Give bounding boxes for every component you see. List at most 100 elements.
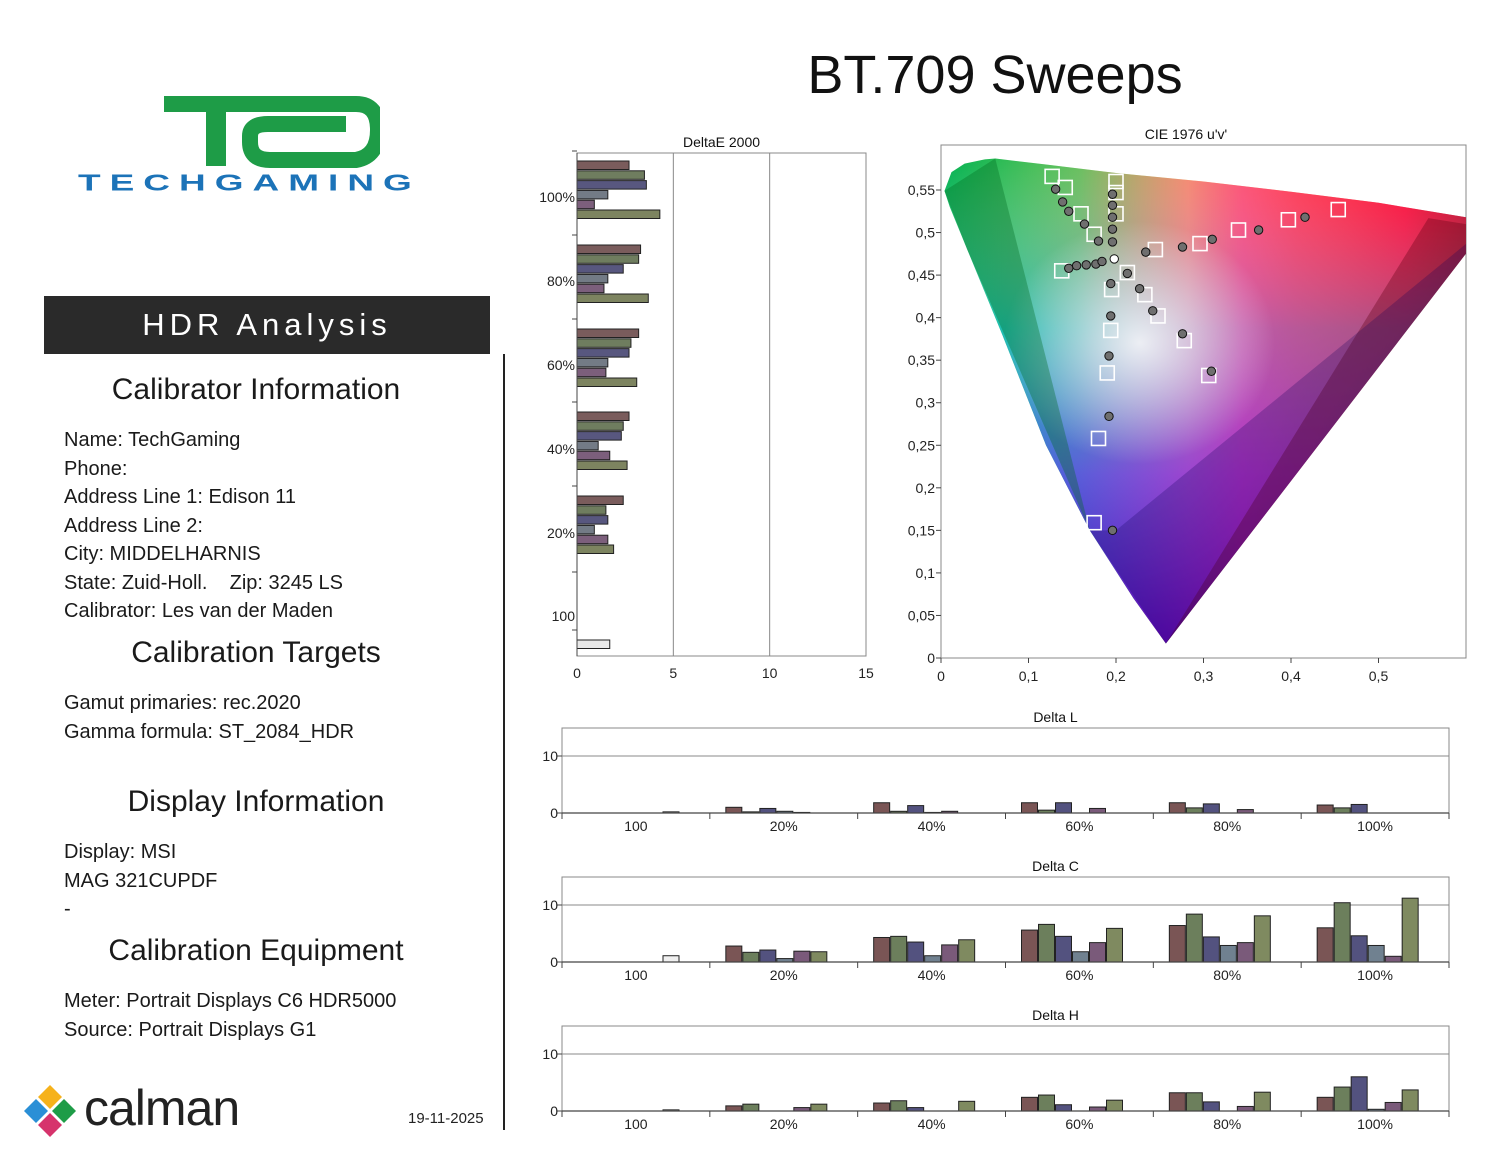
calibrator-heading: Calibrator Information xyxy=(111,373,401,406)
delta-bar xyxy=(1185,913,1203,963)
delta-bar xyxy=(1106,1099,1123,1112)
measured-point xyxy=(1107,200,1118,211)
measured-point xyxy=(1081,260,1091,270)
delta-bar xyxy=(1219,944,1237,963)
delta-bar xyxy=(1401,897,1419,963)
delta-bar xyxy=(1236,942,1254,963)
x-tick-label: 100% xyxy=(1357,818,1393,834)
deltae-bar xyxy=(576,170,645,180)
deltae-bar xyxy=(576,534,609,545)
delta-bar xyxy=(1253,1091,1271,1112)
gamut-shade-green xyxy=(944,158,1090,531)
deltae-bar xyxy=(576,273,609,284)
info-line: Display: MSI xyxy=(64,841,177,863)
y-tick-label: 40% xyxy=(547,441,575,457)
delta-bar xyxy=(1384,955,1402,963)
x-tick-label: 20% xyxy=(770,1116,798,1132)
delta-bar xyxy=(1055,802,1072,814)
target-square xyxy=(1108,173,1124,190)
x-tick-label: 15 xyxy=(858,665,874,681)
measured-point xyxy=(1064,263,1074,273)
x-tick-label: 0 xyxy=(937,668,945,684)
calibrator-info: Name: TechGaming Phone: Address Line 1: … xyxy=(64,426,343,626)
target-square xyxy=(1099,365,1116,381)
delta-bar xyxy=(924,955,942,963)
measured-point xyxy=(1107,212,1118,222)
delta-bar xyxy=(1168,925,1186,963)
chart-title: CIE 1976 u'v' xyxy=(1145,126,1227,142)
delta-bar xyxy=(1333,1086,1351,1112)
targets-info: Gamut primaries: rec.2020 Gamma formula:… xyxy=(64,689,354,746)
delta-bar xyxy=(1316,927,1334,963)
x-tick-label: 0,2 xyxy=(1106,668,1126,684)
delta-bar xyxy=(1316,1096,1334,1112)
delta-bar xyxy=(1106,927,1123,963)
target-square xyxy=(1073,206,1089,222)
target-square xyxy=(1119,264,1136,281)
y-tick-label: 0,3 xyxy=(916,395,936,411)
calman-logo-icon xyxy=(24,1085,76,1137)
target-square xyxy=(1090,430,1107,447)
deltae-bar xyxy=(576,421,624,431)
delta-bar xyxy=(1168,1092,1186,1112)
delta-bar xyxy=(958,939,976,963)
delta-bar xyxy=(873,802,891,814)
y-tick-label: 0 xyxy=(550,954,558,970)
deltae-bar xyxy=(576,357,609,368)
x-tick-label: 0,5 xyxy=(1369,668,1389,684)
delta-bar xyxy=(1253,915,1271,963)
techgaming-wordmark: TECHGAMING xyxy=(78,170,421,196)
delta-bar xyxy=(1089,942,1106,963)
delta-bar xyxy=(1202,803,1220,814)
deltae-bar xyxy=(576,160,630,170)
y-tick-label: 0,55 xyxy=(908,182,935,198)
x-tick-label: 40% xyxy=(918,967,946,983)
deltae-bar xyxy=(576,209,661,219)
x-tick-label: 60% xyxy=(1065,1116,1093,1132)
plot-frame xyxy=(576,152,867,657)
deltae-bar xyxy=(576,515,609,525)
delta-bar xyxy=(907,805,925,814)
measured-point xyxy=(1107,189,1118,199)
chart-title: DeltaE 2000 xyxy=(683,134,760,150)
deltae-chart: DeltaE 2000 0 5 10 15 100% 80% 60% 40% 20% 100 xyxy=(539,134,874,681)
measured-point xyxy=(1177,329,1188,339)
target-square xyxy=(1330,201,1347,218)
deltae-bar xyxy=(576,450,611,461)
y-tick-label: 0,2 xyxy=(916,480,936,496)
delta-bar xyxy=(662,955,680,963)
delta-bar xyxy=(1185,807,1203,814)
info-line: State: Zuid-Holl. Zip: 3245 LS xyxy=(64,571,344,594)
deltae-bar xyxy=(576,328,640,338)
y-tick-label: 0 xyxy=(550,805,558,821)
info-line: Gamut primaries: rec.2020 xyxy=(64,692,301,714)
target-square xyxy=(1280,211,1297,228)
delta-bar xyxy=(941,944,959,963)
y-tick-label: 0,4 xyxy=(916,310,936,326)
deltae-bar xyxy=(576,495,624,505)
y-tick-label: 10 xyxy=(542,748,558,764)
delta-bar xyxy=(1401,1089,1419,1112)
y-tick-label: 0,45 xyxy=(908,267,935,283)
info-line: Calibrator: Les van der Maden xyxy=(64,600,334,622)
delta-bar xyxy=(890,935,908,963)
x-tick-label: 100 xyxy=(624,1116,648,1132)
deltae-bar xyxy=(576,411,630,421)
deltae-bar xyxy=(576,377,638,387)
y-tick-label: 10 xyxy=(542,1046,558,1062)
info-line: Address Line 2: xyxy=(64,514,203,537)
y-tick-label: 0,25 xyxy=(908,437,935,453)
delta-l-chart: Delta L 0 10 100 20% 40% 60% 80% 100% xyxy=(542,709,1450,834)
deltae-bar xyxy=(576,639,611,649)
delta-bar xyxy=(1202,1101,1220,1112)
measured-point xyxy=(1107,237,1118,247)
measured-point xyxy=(1253,225,1264,235)
x-tick-label: 80% xyxy=(1213,967,1241,983)
target-square xyxy=(1086,514,1102,531)
delta-bar xyxy=(1021,929,1038,963)
delta-bar xyxy=(1350,803,1368,814)
y-tick-label: 0,1 xyxy=(916,565,936,581)
delta-bar xyxy=(1350,935,1368,963)
delta-bar xyxy=(725,1105,743,1112)
info-line: Name: TechGaming xyxy=(64,429,241,451)
